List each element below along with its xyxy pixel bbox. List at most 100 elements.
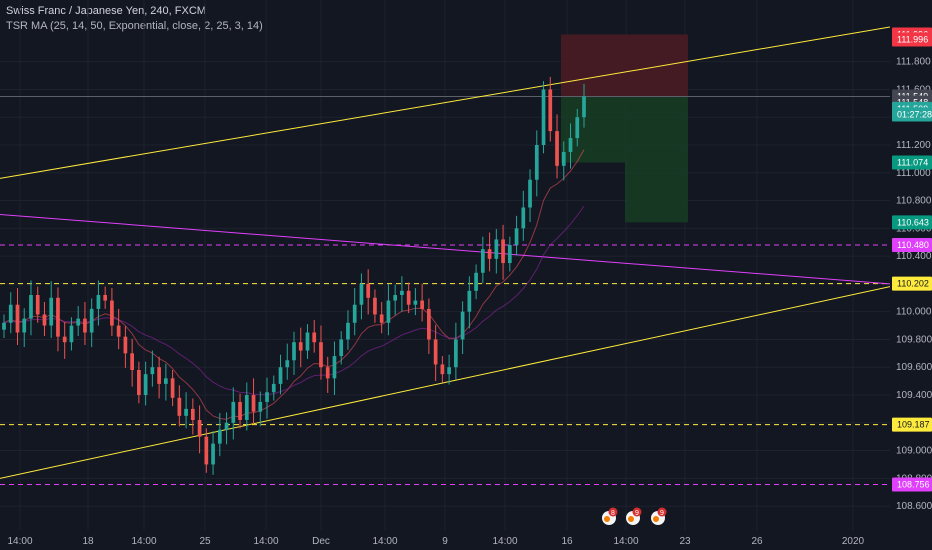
price-tag (892, 276, 932, 291)
price-tick-label: 109.800 (896, 334, 932, 345)
candle-body (224, 422, 229, 430)
ma-line (3, 205, 585, 396)
time-tick-label: 23 (679, 536, 691, 547)
moving-averages (3, 149, 585, 420)
candle-body (582, 96, 586, 118)
candle-body (150, 367, 155, 375)
candle-body (555, 131, 559, 166)
price-tag-label: 110.480 (897, 240, 929, 250)
candle-body (217, 429, 222, 444)
candle-body (69, 325, 74, 343)
candle-body (528, 179, 532, 208)
event-badge-count: 9 (635, 510, 639, 517)
candle-body (386, 300, 391, 323)
candle-body (373, 297, 377, 315)
candle-body (76, 318, 81, 326)
price-tag-label: 111.996 (897, 34, 928, 44)
candle-body (393, 295, 398, 301)
price-tag (892, 238, 932, 252)
event-marker-dot (653, 516, 659, 522)
event-badge-count: 8 (611, 510, 615, 517)
candle-body (116, 325, 121, 337)
time-tick-label: 26 (751, 536, 763, 547)
time-tick-label: 14:00 (492, 536, 517, 547)
candle-body (514, 228, 519, 245)
candle-body (413, 300, 418, 305)
candle-body (548, 89, 553, 132)
take-profit-zone-2 (625, 162, 688, 223)
candle-body (251, 395, 256, 412)
price-tag-label: 109.187 (897, 420, 930, 430)
candle-body (177, 397, 182, 416)
candle-body (568, 138, 573, 152)
time-tick-label: 14:00 (613, 536, 638, 547)
candle-body (541, 89, 546, 145)
candle-body (56, 297, 60, 337)
price-tag-label: 110.202 (897, 279, 929, 289)
candle-body (15, 304, 20, 333)
price-tag-label: 110.643 (897, 217, 929, 227)
candle-body (123, 336, 128, 354)
price-tick-label: 108.600 (896, 501, 932, 512)
candle-body (184, 408, 188, 416)
candle-body (420, 300, 424, 309)
event-badge (608, 507, 618, 517)
candle-body (292, 342, 296, 361)
candle-body (460, 311, 465, 340)
candle-body (346, 322, 350, 340)
candle-body (433, 339, 438, 365)
candle-body (494, 239, 499, 259)
trend-line (0, 26, 891, 179)
price-tag-label: 108.756 (897, 479, 930, 489)
time-tick-label: 2020 (842, 536, 865, 547)
price-tick-label: 111.800 (896, 57, 931, 68)
price-tag (892, 417, 932, 432)
price-tag (892, 215, 932, 230)
candle-body (406, 290, 411, 305)
time-tick-label: 14:00 (131, 536, 156, 547)
candle-body (285, 360, 290, 368)
candle-body (89, 308, 94, 333)
candle-body (400, 290, 404, 295)
indicator-legend: TSR MA (25, 14, 50, Exponential, close, … (6, 20, 263, 32)
horizontal-levels (0, 244, 890, 485)
candle-body (278, 367, 283, 384)
candle-body (474, 272, 478, 291)
candle-body (238, 401, 242, 420)
candle-body (170, 378, 175, 398)
candle-body (130, 353, 134, 370)
candle-body (83, 318, 87, 333)
event-badge (657, 507, 667, 517)
candle-body (110, 300, 114, 326)
trend-line (0, 286, 891, 479)
candle-body (258, 401, 263, 412)
take-profit-zone (561, 96, 688, 163)
price-axis[interactable]: 111.800111.600111.400111.200111.000110.8… (892, 27, 932, 512)
candle-body (440, 364, 445, 375)
position-zones (0, 34, 890, 223)
candle-body (62, 336, 67, 343)
time-tick-label: 25 (199, 536, 211, 547)
time-tick-label: Dec (312, 536, 330, 547)
candle-body (352, 304, 357, 323)
candle-body (29, 295, 33, 319)
candle-body (561, 151, 566, 166)
candle-body (366, 283, 371, 298)
candle-body (480, 249, 485, 273)
trend-lines (0, 26, 891, 479)
candle-body (454, 339, 458, 368)
time-axis[interactable]: 14:00 18 14:00 25 14:00 Dec 14:00 9 14:00 16 14:00… (7, 536, 864, 547)
candle-body (204, 436, 209, 465)
candle-body (42, 314, 47, 326)
time-tick-label: 14:00 (372, 536, 397, 547)
candle-body (137, 370, 141, 395)
candle-body (35, 295, 40, 315)
candle-body (211, 443, 215, 465)
time-tick-label: 18 (82, 536, 94, 547)
event-badge-count: 9 (660, 510, 664, 517)
event-markers[interactable]: 8 9 9 (602, 507, 667, 526)
candle-body (534, 145, 539, 180)
candle-body (319, 342, 323, 368)
candle-body (298, 342, 303, 351)
